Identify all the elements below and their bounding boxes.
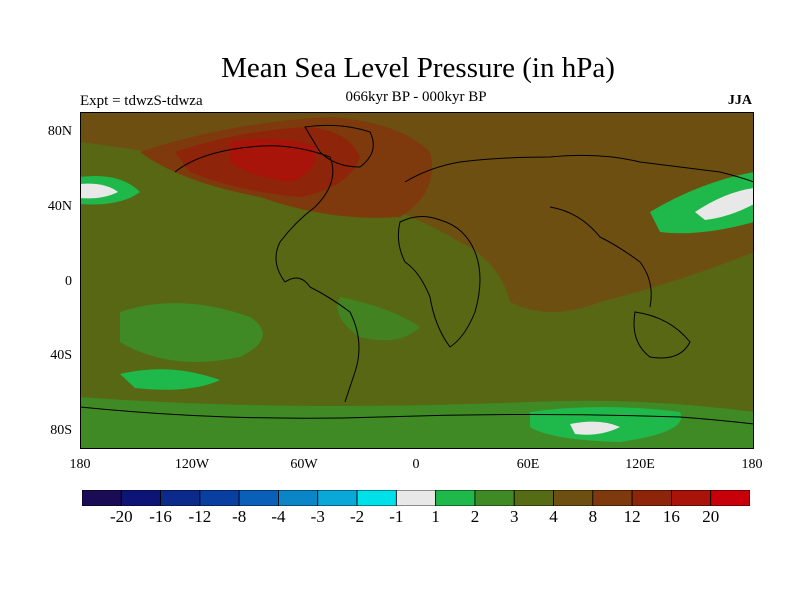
anomaly-region-3 bbox=[80, 142, 754, 449]
lat-tick-label: 40N bbox=[47, 199, 72, 214]
colorbar-label: 20 bbox=[702, 507, 720, 526]
pressure-map bbox=[80, 112, 754, 449]
colorbar-swatch bbox=[553, 490, 594, 506]
anomaly-region-16 bbox=[230, 138, 316, 182]
anomaly-region-2b bbox=[337, 297, 420, 341]
season-label: JJA bbox=[727, 93, 752, 108]
colorbar-label: 4 bbox=[549, 507, 558, 526]
lon-tick-label: 120E bbox=[625, 457, 655, 472]
coastlines bbox=[80, 124, 754, 425]
colorbar-swatch bbox=[317, 490, 358, 506]
colorbar-label: -4 bbox=[271, 507, 286, 526]
experiment-label: Expt = tdwzS-tdwza bbox=[80, 93, 203, 109]
lon-tick-label: 120W bbox=[174, 457, 210, 472]
lon-tick-label: 180 bbox=[69, 457, 91, 472]
colorbar-swatch bbox=[199, 490, 240, 506]
colorbar-label: -20 bbox=[109, 507, 133, 526]
colorbar-label: -2 bbox=[349, 507, 365, 526]
colorbar-swatch bbox=[671, 490, 712, 506]
colorbar-label: -1 bbox=[389, 507, 404, 526]
lat-tick-label: 80N bbox=[47, 124, 72, 139]
colorbar-swatch bbox=[592, 490, 633, 506]
colorbar-label: -12 bbox=[188, 507, 212, 526]
colorbar-swatch bbox=[435, 490, 476, 506]
lat-tick-label: 80S bbox=[50, 423, 72, 438]
colorbar-label: -3 bbox=[310, 507, 325, 526]
colorbar-label: -16 bbox=[149, 507, 172, 526]
colorbar-label: 2 bbox=[470, 507, 480, 526]
colorbar-label: -8 bbox=[232, 507, 247, 526]
colorbar-swatch bbox=[238, 490, 279, 506]
colorbar bbox=[82, 490, 750, 506]
colorbar-swatch bbox=[82, 490, 122, 506]
lat-tick-label: 40S bbox=[50, 348, 72, 363]
colorbar-label: 3 bbox=[509, 507, 519, 526]
colorbar-swatch bbox=[710, 490, 750, 506]
colorbar-label: 1 bbox=[431, 507, 440, 526]
lon-tick-label: 60E bbox=[516, 457, 540, 472]
anomaly-region-high-s-core bbox=[570, 421, 620, 435]
map-frame bbox=[80, 112, 754, 449]
colorbar-swatch bbox=[395, 490, 437, 506]
colorbar-swatch bbox=[278, 490, 319, 506]
lon-tick-label: 0 bbox=[412, 457, 420, 472]
anomaly-region-high-ne-core bbox=[695, 188, 754, 220]
anomaly-region-high-ne bbox=[650, 172, 754, 234]
lat-tick-label: 0 bbox=[65, 274, 72, 289]
anomaly-region-high-sw bbox=[120, 369, 220, 390]
colorbar-label: 16 bbox=[662, 507, 680, 526]
colorbar-swatch bbox=[474, 490, 515, 506]
colorbar-swatch bbox=[513, 490, 554, 506]
colorbar-swatch bbox=[631, 490, 672, 506]
colorbar-swatch bbox=[356, 490, 397, 506]
colorbar-label: 12 bbox=[623, 507, 641, 526]
lon-tick-label: 60W bbox=[290, 457, 318, 472]
map-subtitle: 066kyr BP - 000kyr BP bbox=[345, 89, 487, 105]
anomaly-region-2 bbox=[120, 303, 263, 362]
colorbar-swatch bbox=[160, 490, 201, 506]
anomaly-region-high-nw-core bbox=[80, 183, 118, 199]
lon-tick-label: 180 bbox=[741, 457, 763, 472]
map-title: Mean Sea Level Pressure (in hPa) bbox=[221, 52, 615, 84]
colorbar-label: 8 bbox=[588, 507, 598, 526]
colorbar-swatch bbox=[120, 490, 161, 506]
